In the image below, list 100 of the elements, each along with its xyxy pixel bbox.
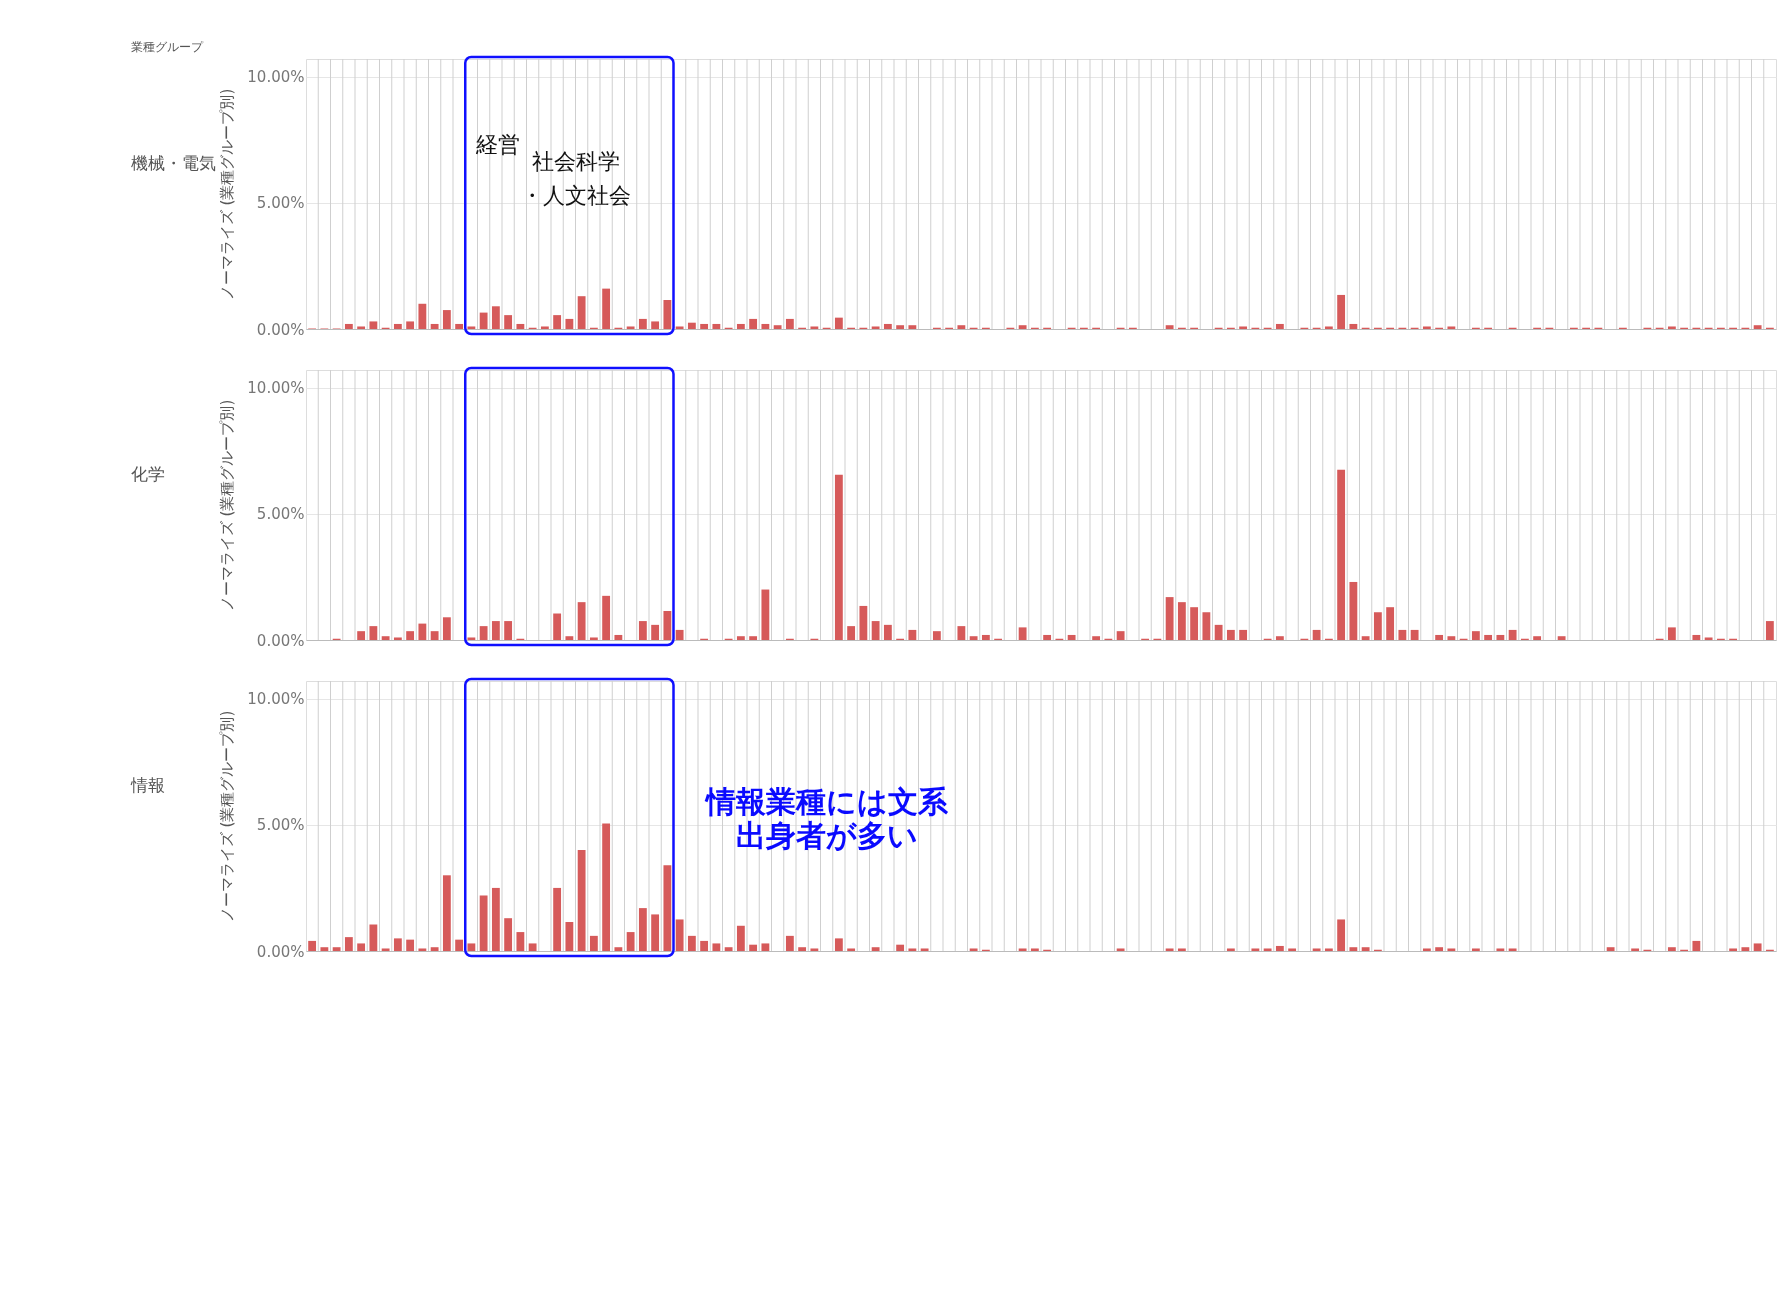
bar — [1239, 326, 1248, 329]
bar — [969, 948, 978, 951]
bar — [687, 935, 696, 951]
bar — [344, 323, 353, 329]
y-axis-title: ノーマライズ (業種グループ別) — [218, 710, 237, 923]
bar — [467, 943, 476, 951]
bar — [602, 288, 611, 329]
bar — [908, 629, 917, 640]
bar — [1692, 940, 1701, 951]
text: 化学 — [131, 464, 165, 484]
bar — [834, 317, 843, 329]
annotation: 社会科学・人文社会 — [520, 148, 631, 208]
bar — [1533, 636, 1542, 640]
bar — [406, 631, 415, 640]
bar — [749, 944, 758, 951]
bar — [932, 631, 941, 640]
bar — [381, 948, 390, 951]
bar — [1263, 948, 1272, 951]
bar — [1092, 636, 1101, 640]
bar — [712, 323, 721, 329]
bar — [1288, 948, 1297, 951]
bar — [1471, 631, 1480, 640]
bar — [1324, 326, 1333, 329]
y-tick-label: 10.00% — [247, 690, 305, 709]
bar — [1435, 947, 1444, 951]
bar — [957, 325, 966, 329]
bar — [1765, 621, 1774, 640]
bar — [1202, 612, 1211, 640]
bar — [418, 623, 427, 640]
bar — [1508, 629, 1517, 640]
bar — [871, 326, 880, 329]
bar — [1324, 948, 1333, 951]
bar — [1631, 948, 1640, 951]
text: 情報 — [130, 775, 165, 795]
bar — [406, 321, 415, 329]
bar — [1312, 948, 1321, 951]
bar — [1275, 323, 1284, 329]
bar — [504, 621, 513, 640]
bar — [430, 631, 439, 640]
bar — [626, 326, 635, 329]
bar — [320, 947, 329, 951]
bar — [908, 948, 917, 951]
bar — [1116, 948, 1125, 951]
bar — [1165, 948, 1174, 951]
bar — [810, 948, 819, 951]
y-tick-label: 0.00% — [256, 320, 305, 339]
bar — [430, 323, 439, 329]
text: 機械・電気 — [131, 153, 216, 173]
bar — [749, 636, 758, 640]
bar — [614, 947, 623, 951]
bar — [724, 947, 733, 951]
bar — [1667, 326, 1676, 329]
annotation: 経営 — [475, 132, 521, 158]
bar — [663, 865, 672, 951]
bar — [1239, 629, 1248, 640]
bar — [1116, 631, 1125, 640]
bar — [920, 948, 929, 951]
bar — [1508, 948, 1517, 951]
bar — [332, 947, 341, 951]
bar — [602, 823, 611, 951]
bar — [479, 312, 488, 329]
bar — [908, 325, 917, 329]
bar — [798, 947, 807, 951]
bar — [847, 626, 856, 640]
bar — [1398, 629, 1407, 640]
bar — [1018, 325, 1027, 329]
bar — [1349, 581, 1358, 640]
bar — [1422, 948, 1431, 951]
bar — [957, 626, 966, 640]
bar — [883, 323, 892, 329]
bar — [369, 321, 378, 329]
bar — [969, 636, 978, 640]
bar — [504, 315, 513, 329]
bar — [467, 637, 476, 640]
bar — [1251, 948, 1260, 951]
bar — [1043, 634, 1052, 640]
bar — [455, 939, 464, 951]
bar — [540, 326, 549, 329]
y-axis-title: ノーマライズ (業種グループ別) — [218, 399, 237, 612]
bar — [1484, 634, 1493, 640]
bar — [1447, 326, 1456, 329]
bar — [761, 943, 770, 951]
bar — [712, 943, 721, 951]
bar — [663, 610, 672, 640]
bar — [1435, 634, 1444, 640]
bar — [1692, 634, 1701, 640]
bar — [1337, 919, 1346, 951]
y-tick-label: 10.00% — [247, 379, 305, 398]
bar — [455, 323, 464, 329]
bar — [602, 595, 611, 640]
bar — [700, 323, 709, 329]
bar — [589, 637, 598, 640]
bar — [1667, 947, 1676, 951]
bar — [1349, 947, 1358, 951]
bar — [442, 617, 451, 640]
bar — [442, 875, 451, 951]
bar — [577, 602, 586, 640]
bar — [675, 326, 684, 329]
bar — [1165, 597, 1174, 640]
bar — [1741, 947, 1750, 951]
